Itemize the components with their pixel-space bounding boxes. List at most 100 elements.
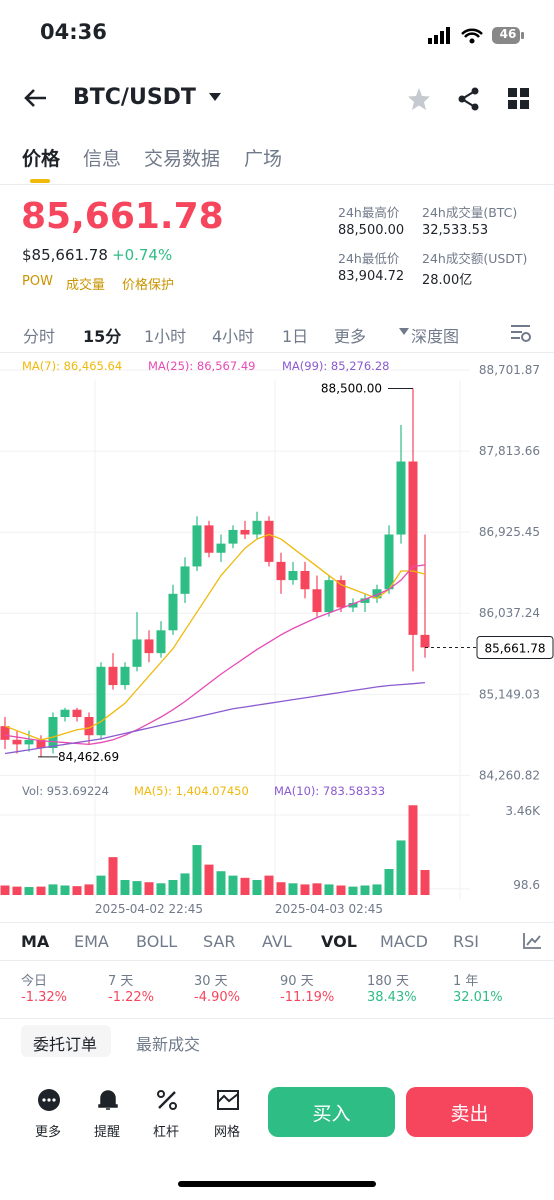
- stat-label: 24h成交量(BTC): [422, 205, 518, 220]
- price-tag[interactable]: POW: [22, 274, 53, 289]
- chart-settings[interactable]: [510, 323, 532, 343]
- indicator[interactable]: AVL: [262, 932, 292, 951]
- indicator[interactable]: SAR: [203, 932, 236, 951]
- stat-value: 83,904.72: [338, 269, 405, 284]
- tool-label[interactable]: 提醒: [94, 1125, 121, 1140]
- candle-body: [144, 639, 154, 654]
- indicator[interactable]: VOL: [321, 932, 357, 951]
- divider: [0, 922, 554, 923]
- volume-bar: [264, 875, 274, 895]
- candle-body: [312, 589, 322, 613]
- sell-button[interactable]: 卖出: [406, 1087, 533, 1137]
- battery: 46: [499, 27, 517, 41]
- interval[interactable]: 4小时: [212, 327, 255, 346]
- volume-bar: [192, 845, 202, 895]
- dropdown[interactable]: [208, 92, 222, 102]
- volume-bar: [336, 885, 346, 895]
- volume-bar: [300, 884, 310, 895]
- change: +0.74%: [112, 246, 173, 264]
- price-tag[interactable]: 成交量: [66, 278, 106, 293]
- y-tick-label: 87,813.66: [479, 444, 540, 458]
- favorite[interactable]: [406, 86, 432, 112]
- stat-value: 32,533.53: [422, 223, 489, 238]
- divider: [0, 184, 554, 185]
- volume-bar: [312, 883, 322, 895]
- y-tick-label: 86,037.24: [479, 606, 540, 620]
- indicator-settings[interactable]: [522, 932, 542, 950]
- candle-body: [24, 739, 34, 745]
- candle-body: [300, 571, 310, 590]
- tool-label[interactable]: 杠杆: [153, 1125, 180, 1140]
- interval[interactable]: 1小时: [144, 327, 187, 346]
- candle-body: [216, 543, 226, 553]
- vol-legend: Vol: 953.69224: [22, 784, 109, 798]
- interval[interactable]: 更多: [334, 327, 367, 346]
- tool-icon[interactable]: [155, 1088, 179, 1112]
- candle-body: [360, 598, 370, 603]
- candle-body: [324, 580, 334, 613]
- tab[interactable]: 广场: [244, 148, 283, 170]
- y-tick-label: 88,701.87: [479, 363, 540, 377]
- last-price: 85,661.78: [21, 196, 224, 237]
- candle-body: [108, 666, 118, 686]
- tool-label[interactable]: 更多: [35, 1125, 62, 1140]
- tool-icon[interactable]: [37, 1088, 61, 1112]
- volume-bar: [252, 880, 262, 895]
- tool-label[interactable]: 网格: [214, 1125, 241, 1140]
- interval[interactable]: 15分: [83, 327, 122, 346]
- tool-icon[interactable]: [216, 1088, 240, 1112]
- interval[interactable]: 分时: [23, 327, 56, 346]
- candle-body: [276, 561, 286, 581]
- indicator[interactable]: BOLL: [136, 932, 178, 951]
- volume-bar: [168, 880, 178, 895]
- volume-bar: [204, 864, 214, 895]
- y-tick-label: 3.46K: [505, 804, 541, 818]
- indicator[interactable]: MACD: [380, 932, 428, 951]
- tab-bg: [21, 1025, 111, 1057]
- candle-body: [36, 739, 46, 749]
- indicator[interactable]: EMA: [74, 932, 109, 951]
- buy-button[interactable]: 买入: [268, 1087, 395, 1137]
- ma-line: [4, 533, 426, 741]
- stat-label: 24h最高价: [338, 205, 400, 220]
- divider: [0, 1018, 554, 1019]
- x-tick-label: 2025-04-03 02:45: [275, 902, 383, 916]
- tab[interactable]: 信息: [83, 148, 122, 170]
- volume-bar: [420, 870, 430, 895]
- home-indicator: [178, 1181, 376, 1187]
- low-label: 84,462.69: [58, 750, 119, 764]
- volume-bar: [84, 884, 94, 895]
- tool-icon[interactable]: [96, 1088, 120, 1112]
- indicator[interactable]: MA: [21, 932, 50, 951]
- period: 1 年: [453, 974, 479, 989]
- volume-bar: [240, 877, 250, 895]
- back[interactable]: [22, 86, 48, 110]
- volume-bar: [0, 885, 10, 895]
- candle-body: [156, 630, 166, 654]
- dropdown[interactable]: [399, 328, 409, 336]
- price-tag[interactable]: 价格保护: [122, 278, 175, 293]
- share[interactable]: [456, 86, 482, 112]
- status-icons: [428, 27, 524, 44]
- volume-bar: [276, 882, 286, 895]
- candle-body: [384, 534, 394, 590]
- candle-body: [228, 529, 238, 544]
- pair[interactable]: BTC/USDT: [73, 85, 196, 110]
- order-tab[interactable]: 最新成交: [136, 1035, 201, 1054]
- order-tab[interactable]: 委托订单: [33, 1035, 98, 1054]
- volume-bar: [360, 885, 370, 895]
- candle-body: [396, 461, 406, 535]
- tab-indicator: [30, 179, 50, 183]
- layout[interactable]: [507, 87, 531, 111]
- period-change: -11.19%: [280, 990, 335, 1005]
- volume-bar: [60, 885, 70, 895]
- tab[interactable]: 交易数据: [144, 148, 221, 170]
- divider: [0, 352, 554, 353]
- x-tick-label: 2025-04-02 22:45: [95, 902, 203, 916]
- tab[interactable]: 价格: [22, 148, 61, 170]
- indicator[interactable]: RSI: [453, 932, 479, 951]
- interval[interactable]: 1日: [282, 327, 309, 346]
- period-change: -1.32%: [21, 990, 67, 1005]
- interval[interactable]: 深度图: [411, 327, 460, 346]
